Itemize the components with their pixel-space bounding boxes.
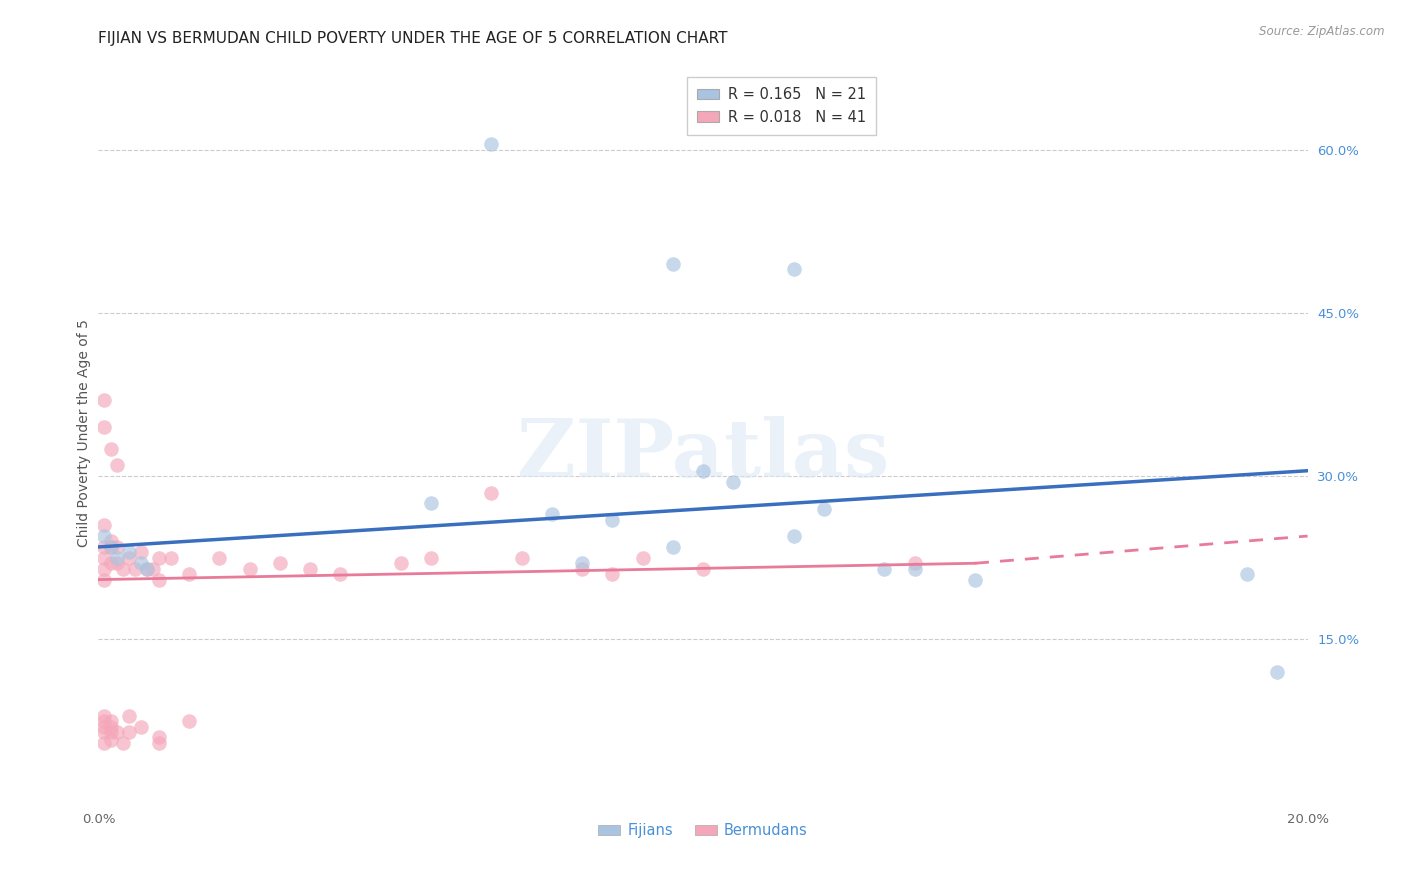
Point bbox=[571, 562, 593, 576]
Point bbox=[93, 518, 115, 533]
Point bbox=[100, 732, 122, 747]
Point bbox=[148, 736, 170, 750]
Point bbox=[783, 529, 806, 543]
Point bbox=[1267, 665, 1289, 680]
Point bbox=[93, 708, 115, 723]
Point bbox=[100, 714, 122, 728]
Point bbox=[93, 392, 115, 407]
Point bbox=[100, 540, 122, 554]
Point bbox=[481, 485, 503, 500]
Point bbox=[420, 496, 443, 510]
Point bbox=[105, 458, 128, 473]
Point bbox=[105, 550, 128, 565]
Point bbox=[93, 420, 115, 434]
Point bbox=[135, 562, 157, 576]
Point bbox=[329, 567, 352, 582]
Point bbox=[93, 736, 115, 750]
Point bbox=[93, 550, 115, 565]
Point bbox=[111, 736, 134, 750]
Point bbox=[692, 464, 714, 478]
Text: ZIPatlas: ZIPatlas bbox=[517, 416, 889, 494]
Point bbox=[105, 556, 128, 570]
Point bbox=[179, 714, 201, 728]
Point bbox=[93, 540, 115, 554]
Point bbox=[129, 545, 152, 559]
Point bbox=[93, 720, 115, 734]
Point bbox=[723, 475, 745, 489]
Point bbox=[481, 137, 503, 152]
Text: Source: ZipAtlas.com: Source: ZipAtlas.com bbox=[1260, 25, 1385, 38]
Point bbox=[269, 556, 291, 570]
Point bbox=[965, 573, 987, 587]
Point bbox=[148, 550, 170, 565]
Point bbox=[118, 708, 141, 723]
Point bbox=[602, 513, 624, 527]
Point bbox=[100, 556, 122, 570]
Point bbox=[105, 540, 128, 554]
Point bbox=[1236, 567, 1258, 582]
Point bbox=[783, 262, 806, 277]
Point bbox=[661, 257, 683, 271]
Point bbox=[148, 731, 170, 745]
Point bbox=[93, 562, 115, 576]
Point bbox=[93, 573, 115, 587]
Point bbox=[129, 556, 152, 570]
Point bbox=[135, 562, 157, 576]
Point bbox=[631, 550, 654, 565]
Point bbox=[239, 562, 262, 576]
Point bbox=[873, 562, 896, 576]
Point bbox=[389, 556, 412, 570]
Point bbox=[100, 540, 122, 554]
Point bbox=[904, 562, 927, 576]
Point bbox=[510, 550, 533, 565]
Point bbox=[904, 556, 927, 570]
Point bbox=[129, 720, 152, 734]
Text: FIJIAN VS BERMUDAN CHILD POVERTY UNDER THE AGE OF 5 CORRELATION CHART: FIJIAN VS BERMUDAN CHILD POVERTY UNDER T… bbox=[98, 31, 728, 46]
Point bbox=[540, 508, 562, 522]
Point bbox=[602, 567, 624, 582]
Point bbox=[100, 725, 122, 739]
Point bbox=[179, 567, 201, 582]
Point bbox=[661, 540, 683, 554]
Point bbox=[93, 725, 115, 739]
Point bbox=[571, 556, 593, 570]
Point bbox=[160, 550, 183, 565]
Point bbox=[813, 501, 835, 516]
Point bbox=[142, 562, 165, 576]
Point bbox=[299, 562, 322, 576]
Point bbox=[420, 550, 443, 565]
Y-axis label: Child Poverty Under the Age of 5: Child Poverty Under the Age of 5 bbox=[77, 318, 91, 547]
Point bbox=[105, 725, 128, 739]
Point bbox=[118, 550, 141, 565]
Point bbox=[111, 562, 134, 576]
Point bbox=[93, 714, 115, 728]
Point bbox=[100, 442, 122, 456]
Legend: Fijians, Bermudans: Fijians, Bermudans bbox=[592, 817, 814, 844]
Point bbox=[93, 529, 115, 543]
Point bbox=[124, 562, 146, 576]
Point bbox=[692, 562, 714, 576]
Point bbox=[118, 725, 141, 739]
Point bbox=[100, 534, 122, 549]
Point bbox=[148, 573, 170, 587]
Point bbox=[118, 545, 141, 559]
Point bbox=[208, 550, 231, 565]
Point bbox=[100, 720, 122, 734]
